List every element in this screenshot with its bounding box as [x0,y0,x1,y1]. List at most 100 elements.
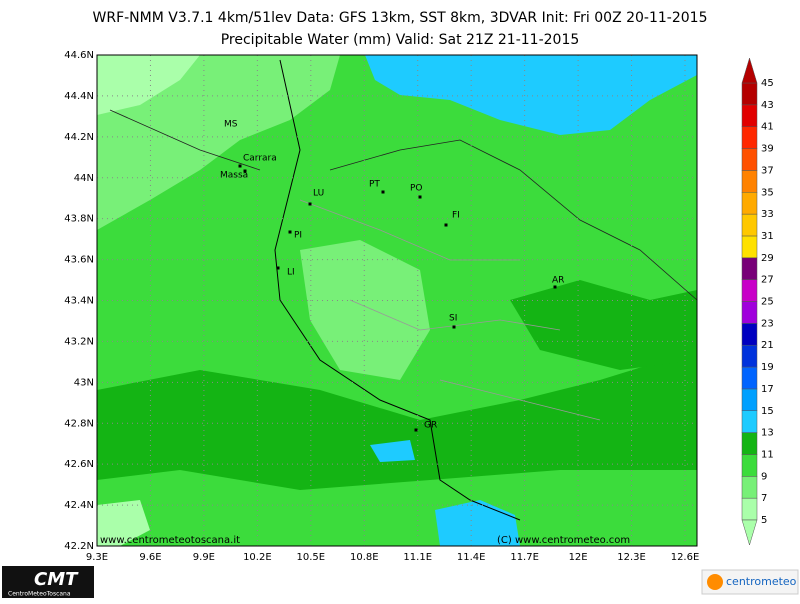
colorbar-label: 21 [761,340,774,351]
city-dot [276,266,280,270]
colorbar-label: 7 [761,493,767,504]
colorbar-swatch [741,279,758,302]
city-dot [238,164,242,168]
colorbar-swatch [741,192,758,215]
lon-tick-label: 9.6E [139,552,161,563]
city-label: PO [410,184,423,194]
graticule [97,55,697,546]
colorbar-label: 35 [761,187,774,198]
logo-left: CMT CentroMeteoToscana [2,566,94,598]
colorbar-label: 29 [761,253,774,264]
field-light [300,240,430,380]
city-label: MS [224,120,238,130]
colorbar-swatch [741,213,758,237]
colorbar-swatch [741,170,758,193]
lat-tick-label: 43N [74,377,94,388]
cities: MS Carrara Massa LU PT PO FI PI LI AR SI GR [220,120,564,432]
city-dot [381,190,385,194]
city-label: Massa [220,171,248,181]
colorbar-swatch [741,344,758,368]
colorbar-swatch [741,82,758,106]
watermark: (C) www.centrometeo.com [497,535,630,546]
lon-tick-label: 11.1E [403,552,432,563]
lat-tick-label: 44.4N [64,91,94,102]
city-dot [243,169,247,173]
city-label: PI [294,231,302,241]
colorbar-label: 13 [761,428,774,439]
city-label: PT [369,180,380,190]
city-label: LU [313,189,324,199]
colorbar-label: 45 [761,78,774,89]
lon-tick-label: 12.6E [671,552,700,563]
colorbar-swatch [741,323,758,346]
colorbar-swatch [741,104,758,127]
city-dot [308,202,312,206]
lat-tick-label: 43.8N [64,214,94,225]
city-label: FI [452,211,460,221]
colorbar-label: 17 [761,384,774,395]
colorbar-swatch [741,410,758,433]
colorbar-swatch [741,257,758,280]
colorbar-label: 27 [761,275,774,286]
colorbar-swatch [741,366,758,390]
colorbar-label: 15 [761,406,774,417]
lat-tick-label: 44N [74,173,94,184]
colorbar-label: 33 [761,209,774,220]
lat-tick-label: 44.6N [64,50,94,61]
city-label: Carrara [243,154,277,164]
colorbar-label: 37 [761,165,774,176]
lon-tick-label: 12.3E [617,552,646,563]
colorbar-arrow [741,519,758,546]
lon-tick-label: 10.8E [350,552,379,563]
lat-tick-label: 42.8N [64,418,94,429]
lake [370,440,415,462]
field-mid [97,470,697,546]
city-dot [414,428,418,432]
province-border [299,199,601,421]
colorbar-label: 23 [761,318,774,329]
field-lighter [97,55,200,115]
colorbar-swatch [741,454,758,477]
city-dot [288,230,292,234]
colorbar-label: 43 [761,100,774,111]
border [109,109,698,301]
colorbar-swatch [741,126,758,149]
colorbar-label: 31 [761,231,774,242]
colorbar-swatch [741,432,758,455]
lon-tick-label: 10.2E [243,552,272,563]
colorbar-swatch [741,476,758,499]
colorbar-label: 19 [761,362,774,373]
colorbar-arrow [741,57,758,84]
city-dot [452,325,456,329]
city-dot [444,223,448,227]
logo-bg [2,566,94,598]
lat-tick-label: 44.2N [64,132,94,143]
lon-tick-label: 12E [569,552,588,563]
city-label: LI [287,268,295,278]
map-frame [96,54,698,547]
colorbar-label: 9 [761,471,767,482]
lat-tick-label: 42.2N [64,541,94,552]
lat-tick-label: 43.2N [64,336,94,347]
field-blue [365,55,697,135]
city-label: GR [424,421,437,431]
lon-tick-label: 9.3E [86,552,108,563]
field-light [97,55,340,230]
colorbar-label: 39 [761,144,774,155]
lat-tick-label: 42.4N [64,500,94,511]
logo-icon [707,574,723,590]
lon-tick-label: 11.4E [457,552,486,563]
colorbar-swatch [741,235,758,259]
logo-text: CMT [34,569,79,590]
lon-tick-label: 9.9E [193,552,215,563]
colorbar-swatch [741,388,758,411]
colorbar-swatch [741,497,758,521]
city-label: AR [552,276,564,286]
watermark: www.centrometeotoscana.it [100,535,240,546]
logo-sub: CentroMeteoToscana [8,591,71,598]
header-line2: Precipitable Water (mm) Valid: Sat 21Z 2… [221,32,580,48]
colorbar-swatch [741,148,758,171]
city-label: SI [449,314,457,324]
lat-tick-label: 43.4N [64,296,94,307]
